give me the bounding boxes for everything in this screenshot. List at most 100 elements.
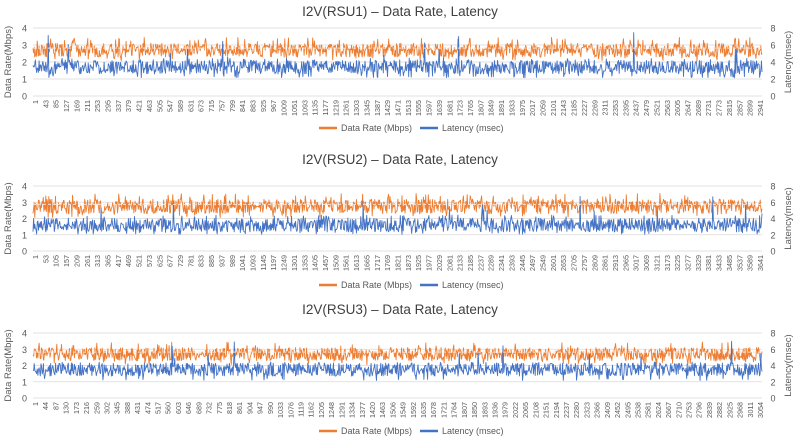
y-tick-left: 1 [22, 75, 27, 85]
x-tick-label: 1093 [300, 100, 309, 116]
x-tick-label: 1807 [460, 402, 469, 418]
x-tick-label: 1463 [378, 402, 387, 418]
x-tick-label: 1249 [280, 255, 289, 271]
x-tick-label: 1387 [373, 100, 382, 116]
y-tick-right: 0 [770, 92, 775, 102]
x-tick-label: 2796 [695, 402, 704, 418]
x-tick-label: 1850 [470, 402, 479, 418]
x-tick-label: 2757 [580, 255, 589, 271]
x-tick-label: 1597 [425, 100, 434, 116]
x-tick-label: 2809 [590, 255, 599, 271]
x-tick-label: 169 [72, 100, 81, 112]
x-tick-label: 216 [82, 402, 91, 414]
x-tick-label: 2731 [704, 100, 713, 116]
x-tick-label: 2689 [694, 100, 703, 116]
x-tick-label: 505 [155, 100, 164, 112]
x-tick-label: 1197 [269, 255, 278, 270]
x-tick-label: 2899 [746, 100, 755, 116]
x-tick-label: 261 [83, 255, 92, 267]
x-tick-label: 937 [217, 255, 226, 267]
x-tick-label: 1377 [358, 402, 367, 418]
y-tick-right: 4 [770, 361, 775, 371]
y-tick-left: 3 [22, 198, 27, 208]
x-tick-label: 421 [135, 100, 144, 112]
x-tick-label: 947 [256, 402, 265, 414]
x-tick-label: 1076 [286, 402, 295, 418]
y-tick-left: 0 [22, 394, 27, 404]
x-tick-label: 2409 [603, 402, 612, 418]
x-tick-label: 173 [72, 402, 81, 414]
y-axis-title-left: Data Rate(Mbps) [3, 182, 14, 254]
x-tick-label: 1977 [425, 255, 434, 271]
x-tick-label: 3641 [756, 255, 765, 271]
x-tick-label: 2108 [531, 402, 540, 418]
x-tick-label: 1936 [491, 402, 500, 418]
chart-panel-3: I2V(RSU3) – Data Rate, Latency0123402468… [3, 302, 794, 436]
x-tick-label: 967 [269, 100, 278, 112]
y-tick-left: 2 [22, 361, 27, 371]
x-tick-label: 302 [103, 402, 112, 414]
x-tick-label: 547 [166, 100, 175, 112]
x-tick-label: 1555 [414, 100, 423, 116]
x-tick-label: 2549 [539, 255, 548, 271]
x-tick-label: 603 [174, 402, 183, 414]
x-tick-label: 1457 [321, 255, 330, 271]
y-axis-title-left: Data Rate(Mbps) [3, 329, 14, 401]
y-tick-left: 3 [22, 41, 27, 51]
x-tick-label: 1561 [342, 255, 351, 271]
x-tick-label: 673 [197, 100, 206, 112]
legend: Data Rate (Mbps) Latency (msec) [319, 280, 504, 290]
x-tick-label: 2323 [582, 402, 591, 418]
x-tick-label: 53 [41, 255, 50, 263]
legend: Data Rate (Mbps) Latency (msec) [319, 123, 504, 133]
x-tick-label: 1769 [383, 255, 392, 271]
x-tick-label: 2601 [549, 255, 558, 271]
x-tick-label: 904 [245, 402, 254, 414]
x-tick-label: 2185 [570, 100, 579, 116]
x-tick-label: 313 [93, 255, 102, 267]
x-tick-label: 1764 [450, 402, 459, 418]
x-tick-label: 2059 [539, 100, 548, 116]
legend-label: Latency (msec) [442, 280, 504, 290]
x-tick-label: 365 [104, 255, 113, 267]
x-tick-label: 1261 [342, 100, 351, 116]
x-tick-label: 388 [123, 402, 132, 414]
x-tick-label: 925 [259, 100, 268, 112]
x-tick-label: 345 [113, 402, 122, 414]
y-tick-left: 0 [22, 247, 27, 257]
x-tick-label: 127 [62, 100, 71, 112]
x-tick-label: 157 [62, 255, 71, 267]
x-tick-label: 1301 [290, 255, 299, 271]
x-tick-label: 517 [154, 402, 163, 414]
x-tick-label: 87 [51, 402, 60, 410]
chart-panel-1: I2V(RSU1) – Data Rate, Latency0123402468… [3, 4, 794, 133]
x-tick-label: 1162 [307, 402, 316, 417]
x-tick-label: 3017 [632, 255, 641, 271]
x-tick-label: 2968 [736, 402, 745, 418]
x-tick-label: 1135 [311, 100, 320, 115]
x-tick-label: 2479 [642, 100, 651, 116]
x-tick-label: 2710 [674, 402, 683, 418]
chart-title: I2V(RSU2) – Data Rate, Latency [302, 152, 498, 167]
x-tick-label: 1549 [399, 402, 408, 418]
x-tick-label: 2624 [654, 402, 663, 418]
chart-title: I2V(RSU1) – Data Rate, Latency [302, 4, 498, 19]
x-tick-label: 1291 [337, 402, 346, 418]
legend-label: Data Rate (Mbps) [341, 280, 412, 290]
x-tick-label: 1041 [238, 255, 247, 271]
x-tick-label: 463 [145, 100, 154, 112]
x-tick-label: 689 [194, 402, 203, 414]
x-tick-label: 2605 [673, 100, 682, 116]
x-tick-label: 2452 [613, 402, 622, 418]
x-tick-label: 85 [52, 100, 61, 108]
x-tick-label: 1821 [394, 255, 403, 271]
x-tick-label: 818 [225, 402, 234, 414]
x-tick-label: 2667 [664, 402, 673, 418]
y-tick-left: 1 [22, 377, 27, 387]
x-tick-label: 2965 [621, 255, 630, 271]
x-tick-label: 3121 [652, 255, 661, 271]
x-tick-label: 1873 [404, 255, 413, 271]
x-tick-label: 2185 [466, 255, 475, 271]
x-tick-label: 3277 [684, 255, 693, 271]
